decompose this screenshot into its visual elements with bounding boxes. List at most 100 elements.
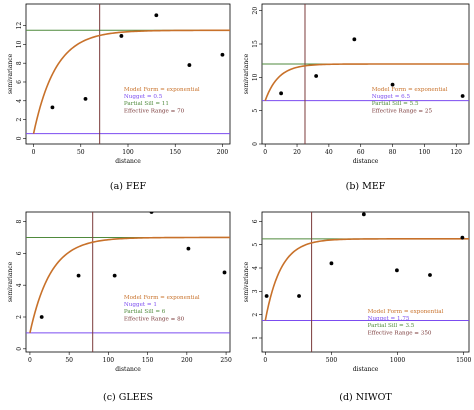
x-tick-label: 0 — [263, 357, 267, 364]
data-point — [39, 315, 44, 319]
panel-caption: (b) MEF — [346, 181, 386, 192]
model-annotation: Partial Sill = 11 — [124, 101, 169, 107]
data-point — [460, 235, 465, 240]
x-tick-label: 60 — [357, 149, 365, 156]
x-tick-label: 50 — [65, 357, 73, 364]
y-tick-label: 4 — [252, 266, 259, 270]
y-tick-label: 3 — [252, 289, 259, 293]
x-tick-label: 50 — [77, 149, 85, 156]
data-point — [222, 270, 227, 275]
y-tick-label: 12 — [16, 22, 23, 30]
model-annotation: Partial Sill = 3.5 — [368, 323, 415, 329]
x-tick-label: 100 — [122, 149, 134, 156]
model-annotation: Model Form = exponential — [124, 295, 200, 301]
model-curve — [29, 236, 230, 334]
data-point — [264, 294, 269, 298]
model-curve — [264, 238, 469, 321]
y-tick-label: 10 — [252, 73, 259, 81]
y-axis-label: semivariance — [7, 261, 14, 302]
data-point — [297, 294, 301, 298]
x-tick-label: 250 — [220, 357, 232, 364]
data-point — [390, 82, 395, 87]
x-tick-label: 150 — [169, 149, 181, 156]
x-tick-label: 40 — [325, 149, 333, 156]
model-annotation: Nugget = 0.5 — [124, 94, 163, 100]
model-annotation: Model Form = exponential — [368, 309, 444, 315]
panel-caption: (a) FEF — [110, 181, 147, 192]
model-annotation: Effective Range = 25 — [372, 108, 433, 114]
x-tick-label: 100 — [419, 149, 431, 156]
data-point — [329, 261, 334, 266]
y-tick-label: 8 — [16, 61, 23, 65]
panel-caption: (d) NIWOT — [339, 392, 392, 403]
x-tick-label: 200 — [217, 149, 229, 156]
y-axis-label: semivariance — [7, 53, 14, 94]
y-tick-label: 2 — [16, 315, 23, 319]
model-annotation: Nugget = 6.5 — [372, 94, 411, 100]
data-point — [149, 212, 154, 214]
data-point — [220, 52, 225, 57]
plot-frame — [25, 211, 231, 353]
x-tick-label: 80 — [389, 149, 397, 156]
y-tick-label: 4 — [16, 283, 23, 287]
x-axis-label: distance — [353, 366, 379, 373]
panel-3: 0 50 100 150 200 250 0 2 4 6 8 distance semivariance… — [7, 211, 232, 403]
data-point — [352, 37, 357, 42]
data-point — [279, 91, 284, 96]
x-tick-label: 20 — [293, 149, 301, 156]
y-tick-label: 2 — [252, 313, 259, 317]
panel-caption: (c) GLEES — [103, 392, 153, 403]
y-tick-label: 20 — [252, 7, 259, 15]
model-annotation: Effective Range = 70 — [124, 108, 185, 114]
x-axis-label: distance — [115, 158, 141, 165]
model-annotation: Nugget = 1.75 — [368, 316, 410, 322]
panel-1: 0 50 100 150 200 0 2 4 6 8 10 12 distance semivarianc… — [7, 3, 231, 192]
model-annotation: Partial Sill = 5.5 — [372, 101, 419, 107]
data-point — [50, 105, 55, 110]
model-curve — [32, 29, 230, 134]
y-tick-label: 0 — [16, 136, 23, 140]
x-tick-label: 0 — [32, 149, 36, 156]
model-annotation: Model Form = exponential — [372, 87, 448, 93]
data-point — [119, 34, 124, 38]
data-point — [112, 273, 117, 278]
y-tick-label: 4 — [16, 99, 23, 103]
y-tick-label: 10 — [16, 40, 23, 48]
y-tick-label: 0 — [252, 142, 259, 146]
x-axis-label: distance — [115, 366, 141, 373]
y-axis-label: semivariance — [243, 261, 250, 302]
x-tick-label: 100 — [103, 357, 115, 364]
y-tick-label: 1 — [252, 336, 259, 340]
x-tick-label: 120 — [451, 149, 463, 156]
y-tick-label: 2 — [16, 117, 23, 121]
data-point — [154, 13, 159, 18]
x-tick-label: 1500 — [456, 357, 471, 364]
plot-frame — [25, 3, 231, 145]
y-tick-label: 6 — [252, 219, 259, 223]
model-curve — [264, 63, 469, 101]
x-tick-label: 1000 — [390, 357, 405, 364]
data-point — [460, 94, 465, 98]
model-annotation: Nugget = 1 — [124, 302, 157, 308]
panel-2: 0 20 40 60 80 100 120 0 5 10 15 20 distance semivaria… — [243, 3, 470, 192]
data-point — [76, 273, 81, 278]
x-tick-label: 150 — [142, 357, 154, 364]
data-point — [395, 268, 399, 273]
y-tick-label: 6 — [16, 251, 23, 255]
model-annotation: Partial Sill = 6 — [124, 309, 166, 315]
data-point — [314, 74, 319, 78]
data-point — [187, 63, 192, 67]
y-tick-label: 0 — [16, 347, 23, 351]
x-tick-label: 0 — [28, 357, 32, 364]
model-annotation: Effective Range = 80 — [124, 316, 185, 322]
y-axis-label: semivariance — [243, 53, 250, 94]
y-tick-label: 5 — [252, 109, 259, 113]
x-tick-label: 0 — [263, 149, 267, 156]
x-axis-label: distance — [353, 158, 379, 165]
y-tick-label: 15 — [252, 40, 259, 48]
panel-4: 0 500 1000 1500 1 2 3 4 5 6 distance semivariance Mo… — [243, 211, 472, 403]
plot-frame — [261, 211, 470, 353]
y-tick-label: 6 — [16, 80, 23, 84]
